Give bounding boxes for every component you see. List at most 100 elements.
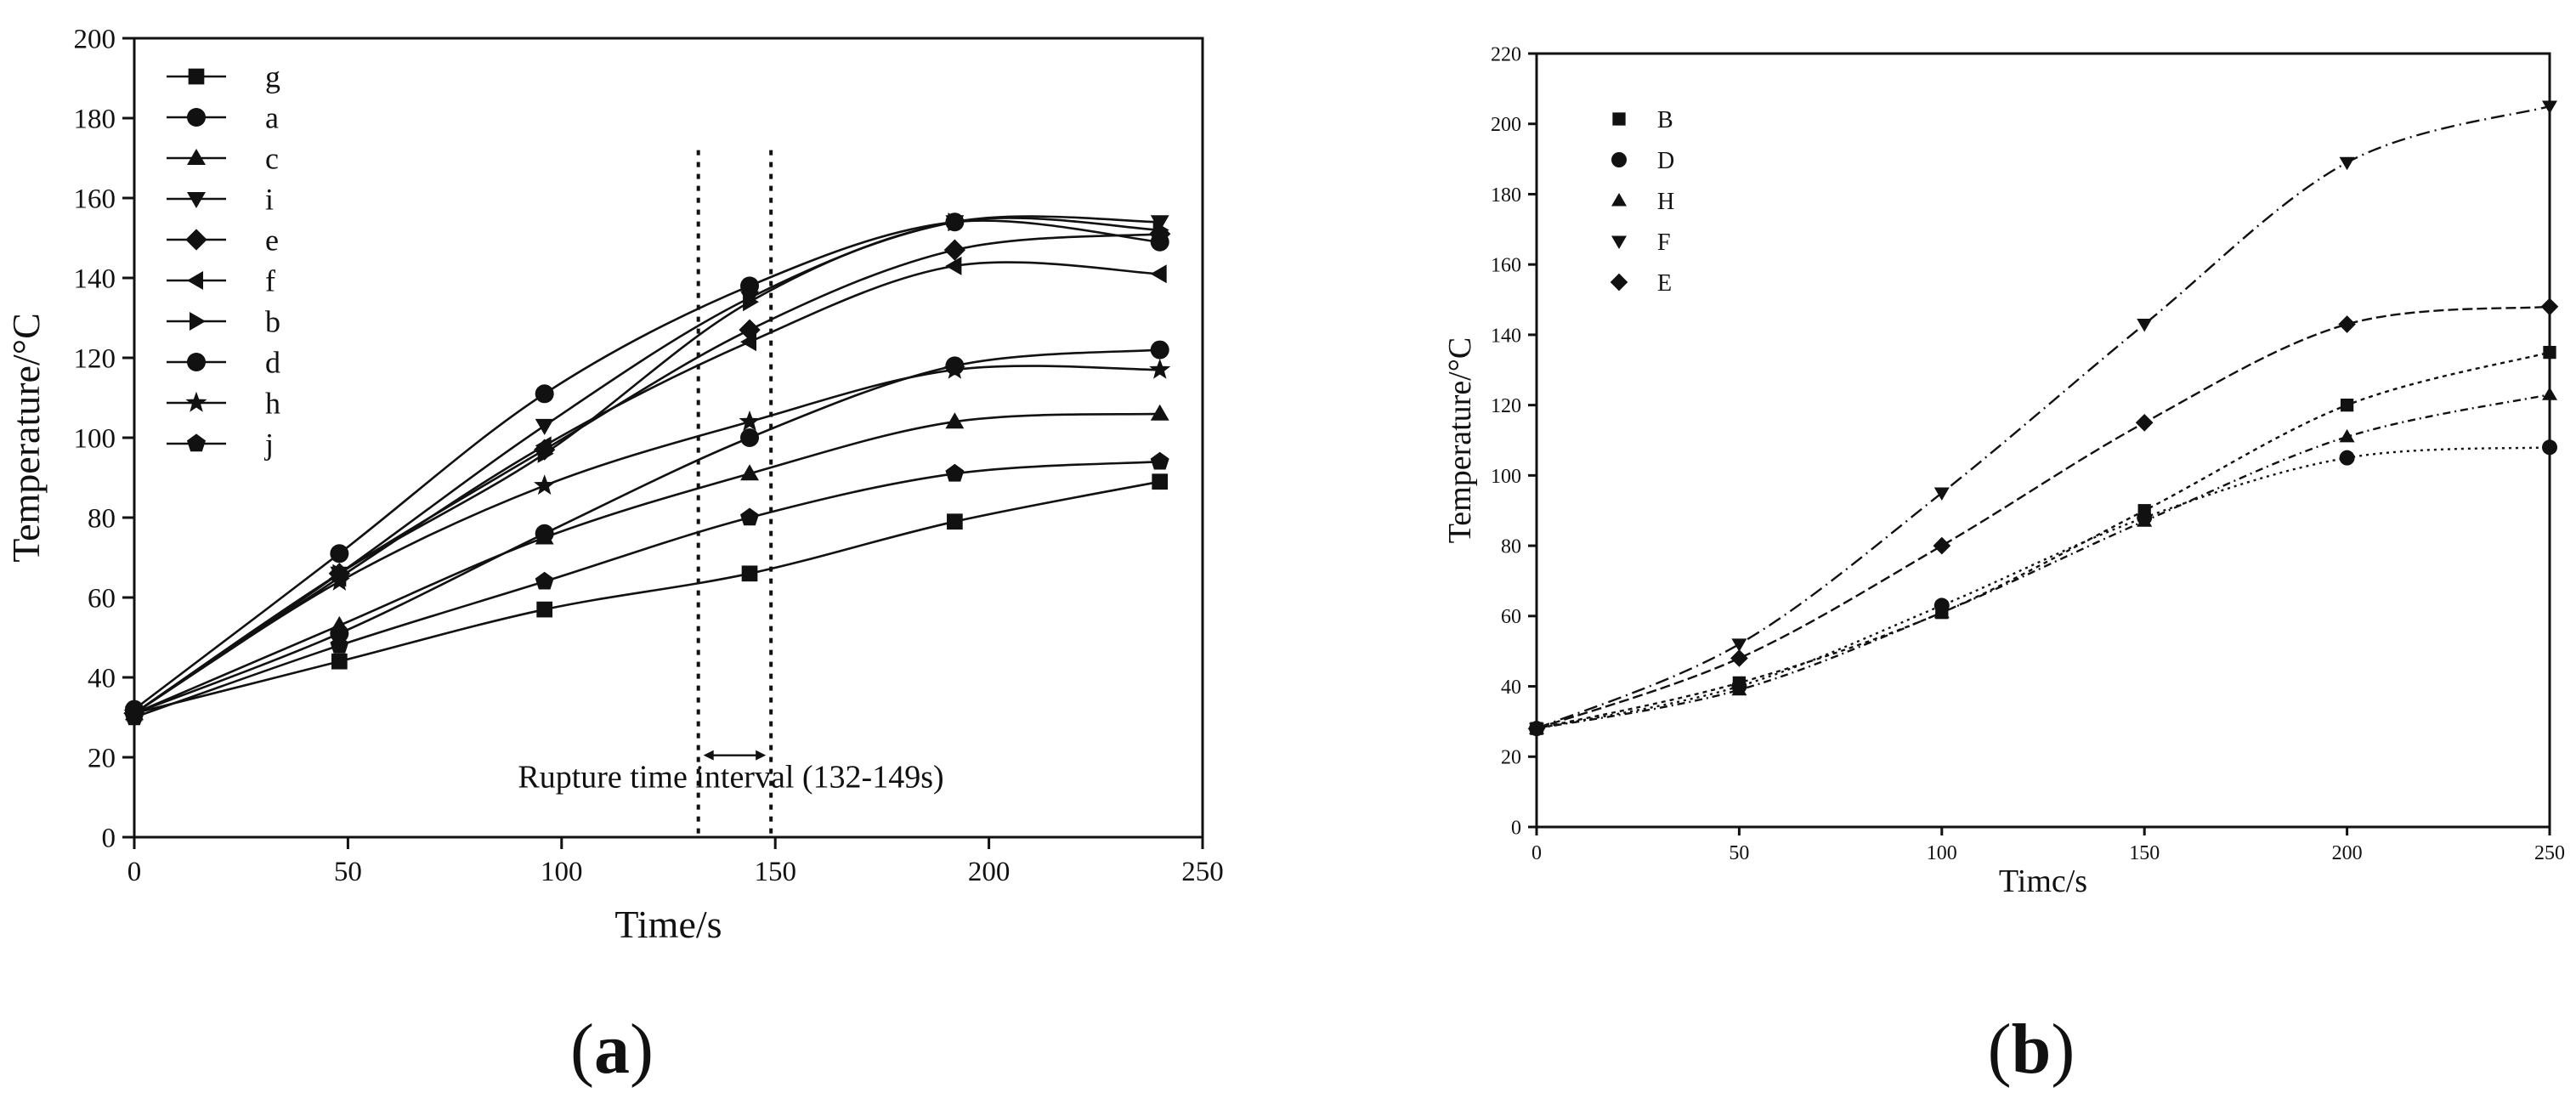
data-point-F xyxy=(1731,638,1747,652)
x-tick-label: 50 xyxy=(1729,842,1749,864)
data-point-h xyxy=(328,570,350,591)
legend-marker-b xyxy=(190,312,206,331)
x-axis-label: Timc/s xyxy=(1999,864,2087,899)
x-tick-label: 100 xyxy=(1927,842,1957,864)
y-tick-label: 140 xyxy=(1491,325,1521,347)
legend-marker-H xyxy=(1611,193,1627,207)
series-line-j xyxy=(133,460,1160,719)
data-point-i xyxy=(535,418,554,435)
data-point-E xyxy=(2135,414,2154,432)
y-axis-label: Temperature/°C xyxy=(1442,337,1478,544)
caption-b-letter: b xyxy=(2012,1010,2052,1089)
data-point-F xyxy=(1933,487,1950,501)
data-point-B xyxy=(2543,345,2556,360)
legend-label-g: g xyxy=(265,60,280,94)
legend-label-h: h xyxy=(265,387,280,421)
series-line-c xyxy=(133,412,1160,715)
data-point-H xyxy=(1731,682,1747,696)
data-point-b xyxy=(948,212,965,232)
data-point-e xyxy=(739,319,761,341)
legend-label-E: E xyxy=(1657,270,1672,297)
y-tick-label: 180 xyxy=(1491,184,1521,207)
data-point-c xyxy=(945,412,965,429)
series-line-H xyxy=(1536,394,2551,730)
caption-b: (b) xyxy=(1988,1010,2075,1089)
y-tick-label: 120 xyxy=(74,344,116,375)
data-point-f xyxy=(1150,264,1167,284)
y-tick-label: 100 xyxy=(74,424,116,455)
y-tick-label: 200 xyxy=(1491,114,1521,136)
legend-marker-c xyxy=(187,149,206,165)
data-point-g xyxy=(536,601,553,618)
series-line-F xyxy=(1536,105,2551,730)
x-axis-label: Time/s xyxy=(614,903,722,946)
y-tick-label: 20 xyxy=(1501,747,1521,769)
data-point-a xyxy=(330,544,349,563)
data-point-E xyxy=(2540,297,2559,316)
data-point-j xyxy=(535,571,554,590)
legend-label-i: i xyxy=(265,183,274,217)
x-tick-label: 0 xyxy=(127,857,142,887)
chart-a: 0 50 100 150 200 250 0 20 40 60 80 100 120 140 160 180 2… xyxy=(4,25,1224,946)
legend-marker-g xyxy=(188,68,205,85)
data-point-D xyxy=(2339,450,2355,466)
series-line-f xyxy=(133,261,1160,715)
data-point-h xyxy=(943,358,965,379)
data-point-j xyxy=(1150,451,1169,470)
data-point-H xyxy=(2339,428,2355,443)
data-point-c xyxy=(1150,404,1169,421)
legend-marker-d xyxy=(187,353,206,371)
data-point-g xyxy=(947,513,963,530)
series-line-a xyxy=(133,219,1160,711)
x-tick-label: 150 xyxy=(2129,842,2160,864)
legend-label-H: H xyxy=(1657,189,1674,215)
series-line-i xyxy=(133,215,1160,715)
x-tick-label: 50 xyxy=(334,857,362,887)
legend-marker-F xyxy=(1611,235,1627,249)
data-point-a xyxy=(535,384,554,404)
y-tick-label: 80 xyxy=(1501,535,1521,558)
caption-a: (a) xyxy=(570,1010,654,1089)
data-point-e xyxy=(943,239,965,261)
x-tick-label: 250 xyxy=(1181,857,1224,887)
y-tick-label: 20 xyxy=(88,744,116,774)
data-point-d xyxy=(1150,340,1169,360)
data-point-H xyxy=(2542,387,2557,400)
data-point-h xyxy=(534,474,556,496)
data-point-g xyxy=(331,653,348,670)
data-point-d xyxy=(330,624,349,643)
legend-label-F: F xyxy=(1657,229,1671,256)
legend-marker-j xyxy=(187,433,206,452)
series-line-d xyxy=(133,348,1160,715)
x-tick-label: 200 xyxy=(968,857,1011,887)
data-point-d xyxy=(740,428,760,447)
legend-marker-e xyxy=(185,229,207,251)
rupture-arrow-head-right xyxy=(756,750,767,761)
data-point-j xyxy=(125,707,144,726)
x-tick-label: 100 xyxy=(541,857,583,887)
data-point-c xyxy=(740,464,759,481)
data-point-E xyxy=(2338,315,2356,333)
data-point-E xyxy=(1527,719,1546,738)
data-point-H xyxy=(2137,513,2153,527)
data-point-a xyxy=(740,276,760,296)
x-tick-label: 200 xyxy=(2332,842,2363,864)
data-point-H xyxy=(1933,604,1950,619)
data-point-f xyxy=(740,332,756,352)
data-point-E xyxy=(1730,649,1748,667)
plot-frame xyxy=(1535,52,2551,829)
data-point-h xyxy=(1149,358,1171,379)
y-tick-label: 40 xyxy=(1501,677,1521,699)
data-point-F xyxy=(2339,156,2355,171)
data-point-B xyxy=(2340,398,2354,412)
y-tick-label: 100 xyxy=(1491,466,1521,488)
x-tick-label: 250 xyxy=(2534,842,2565,864)
y-tick-label: 160 xyxy=(74,184,116,215)
legend-marker-a xyxy=(187,108,206,127)
legend-label-D: D xyxy=(1657,148,1674,174)
legend-label-f: f xyxy=(265,264,275,298)
y-tick-label: 60 xyxy=(88,584,116,614)
y-tick-label: 0 xyxy=(102,824,116,854)
data-point-F xyxy=(2542,100,2557,114)
